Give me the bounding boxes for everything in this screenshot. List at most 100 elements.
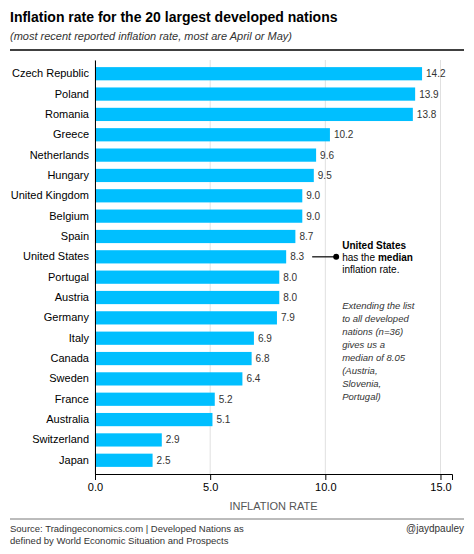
- tick-label: Germany: [44, 311, 90, 323]
- tick: 5.0: [203, 474, 218, 493]
- tick-label: United States: [23, 250, 90, 262]
- annotation-text: median: [378, 252, 413, 263]
- data-label: 13.8: [417, 109, 437, 120]
- tick: Czech Republic: [12, 67, 90, 79]
- tick-label: Poland: [55, 88, 89, 100]
- handle: @jaydpauley: [406, 523, 464, 534]
- tick: Greece: [53, 128, 89, 140]
- tick: 0.0: [88, 474, 103, 493]
- bars: [95, 67, 422, 467]
- data-label: 8.0: [283, 292, 297, 303]
- data-label: 6.4: [246, 373, 260, 384]
- grid-line: [95, 60, 96, 474]
- tick: Belgium: [49, 210, 89, 222]
- data-label: 6.8: [256, 353, 270, 364]
- tick: Germany: [44, 311, 90, 323]
- tick: Netherlands: [30, 149, 90, 161]
- bar: [95, 169, 314, 182]
- tick: Canada: [50, 352, 89, 364]
- annotation-text: has the: [342, 252, 375, 263]
- bar: [95, 332, 254, 345]
- tick: Poland: [55, 88, 89, 100]
- tick: Spain: [61, 230, 89, 242]
- annotation-note: to all developed: [342, 313, 409, 324]
- bar: [95, 352, 252, 365]
- tick: Hungary: [47, 169, 89, 181]
- tick-label: Portugal: [48, 271, 89, 283]
- annotation-note: gives us a: [342, 339, 385, 350]
- tick: Australia: [46, 413, 90, 425]
- tick: Switzerland: [32, 433, 89, 445]
- annotation-note: Portugal): [342, 391, 381, 402]
- tick-mark: [440, 474, 441, 480]
- bar: [95, 189, 302, 202]
- bar: [95, 433, 162, 446]
- annotation-note: nations (n=36): [342, 326, 403, 337]
- annotation-text: inflation rate.: [342, 264, 399, 275]
- plot: 14.213.913.810.29.69.59.09.08.78.38.08.0…: [11, 60, 453, 512]
- data-label: 10.2: [334, 129, 354, 140]
- bar: [95, 311, 277, 324]
- x-axis: 0.0 5.0 10.0 15.0: [88, 474, 453, 493]
- tick-label: France: [55, 393, 89, 405]
- source: Source: Tradingeconomics.com | Developed…: [10, 523, 244, 534]
- data-label: 5.1: [216, 414, 230, 425]
- bar: [95, 413, 212, 426]
- tick: Portugal: [48, 271, 89, 283]
- y-axis: Czech Republic Poland Romania Greece Netherl…: [11, 61, 96, 475]
- tick: Italy: [69, 332, 90, 344]
- data-label: 13.9: [419, 89, 439, 100]
- tick-label: Romania: [45, 108, 90, 120]
- tick: United States: [23, 250, 90, 262]
- tick-label: Austria: [55, 291, 90, 303]
- annotation-note: median of 8.05: [342, 352, 406, 363]
- bar: [95, 372, 242, 385]
- data-label: 14.2: [426, 68, 446, 79]
- title-rule: [10, 49, 464, 51]
- tick: United Kingdom: [11, 189, 89, 201]
- data-label: 9.0: [306, 211, 320, 222]
- tick-label: Hungary: [47, 169, 89, 181]
- tick-label: Netherlands: [30, 149, 90, 161]
- tick: Austria: [55, 291, 90, 303]
- bar: [95, 393, 215, 406]
- bar: [95, 210, 302, 223]
- tick-label: Japan: [59, 454, 89, 466]
- tick-label: 15.0: [430, 481, 451, 493]
- tick-label: 5.0: [203, 481, 218, 493]
- grid-line: [440, 60, 441, 474]
- tick-label: United Kingdom: [11, 189, 89, 201]
- x-axis-title: INFLATION RATE: [229, 500, 317, 512]
- bar: [95, 250, 286, 263]
- bar: [95, 67, 422, 80]
- title: Inflation rate for the 20 largest develo…: [10, 9, 338, 25]
- annotation-connector: [312, 256, 336, 257]
- data-label: 9.6: [320, 150, 334, 161]
- data-labels: 14.213.913.810.29.69.59.09.08.78.38.08.0…: [157, 68, 446, 466]
- tick-label: Spain: [61, 230, 89, 242]
- data-label: 5.2: [219, 394, 233, 405]
- tick: Sweden: [49, 372, 89, 384]
- tick-label: Greece: [53, 128, 89, 140]
- subtitle: (most recent reported inflation rate, mo…: [10, 30, 292, 42]
- tick: France: [55, 393, 89, 405]
- annotation-note: Slovenia,: [342, 378, 381, 389]
- tick-label: 0.0: [88, 481, 103, 493]
- annotation: United Stateshas themedianinflation rate…: [312, 240, 415, 402]
- tick: Romania: [45, 108, 90, 120]
- tick: 10.0: [315, 474, 336, 493]
- tick-mark: [325, 474, 326, 480]
- tick-label: Canada: [50, 352, 89, 364]
- data-label: 9.5: [318, 170, 332, 181]
- annotation-text: has themedian: [342, 252, 413, 263]
- data-label: 2.5: [157, 455, 171, 466]
- tick-label: Czech Republic: [12, 67, 90, 79]
- grid-line: [325, 60, 326, 474]
- bar: [95, 128, 330, 141]
- bar: [95, 148, 316, 161]
- data-label: 8.7: [299, 231, 313, 242]
- axis-line: [96, 475, 453, 481]
- chart: Inflation rate for the 20 largest develo…: [0, 0, 474, 554]
- grid-line: [210, 60, 211, 474]
- data-label: 2.9: [166, 434, 180, 445]
